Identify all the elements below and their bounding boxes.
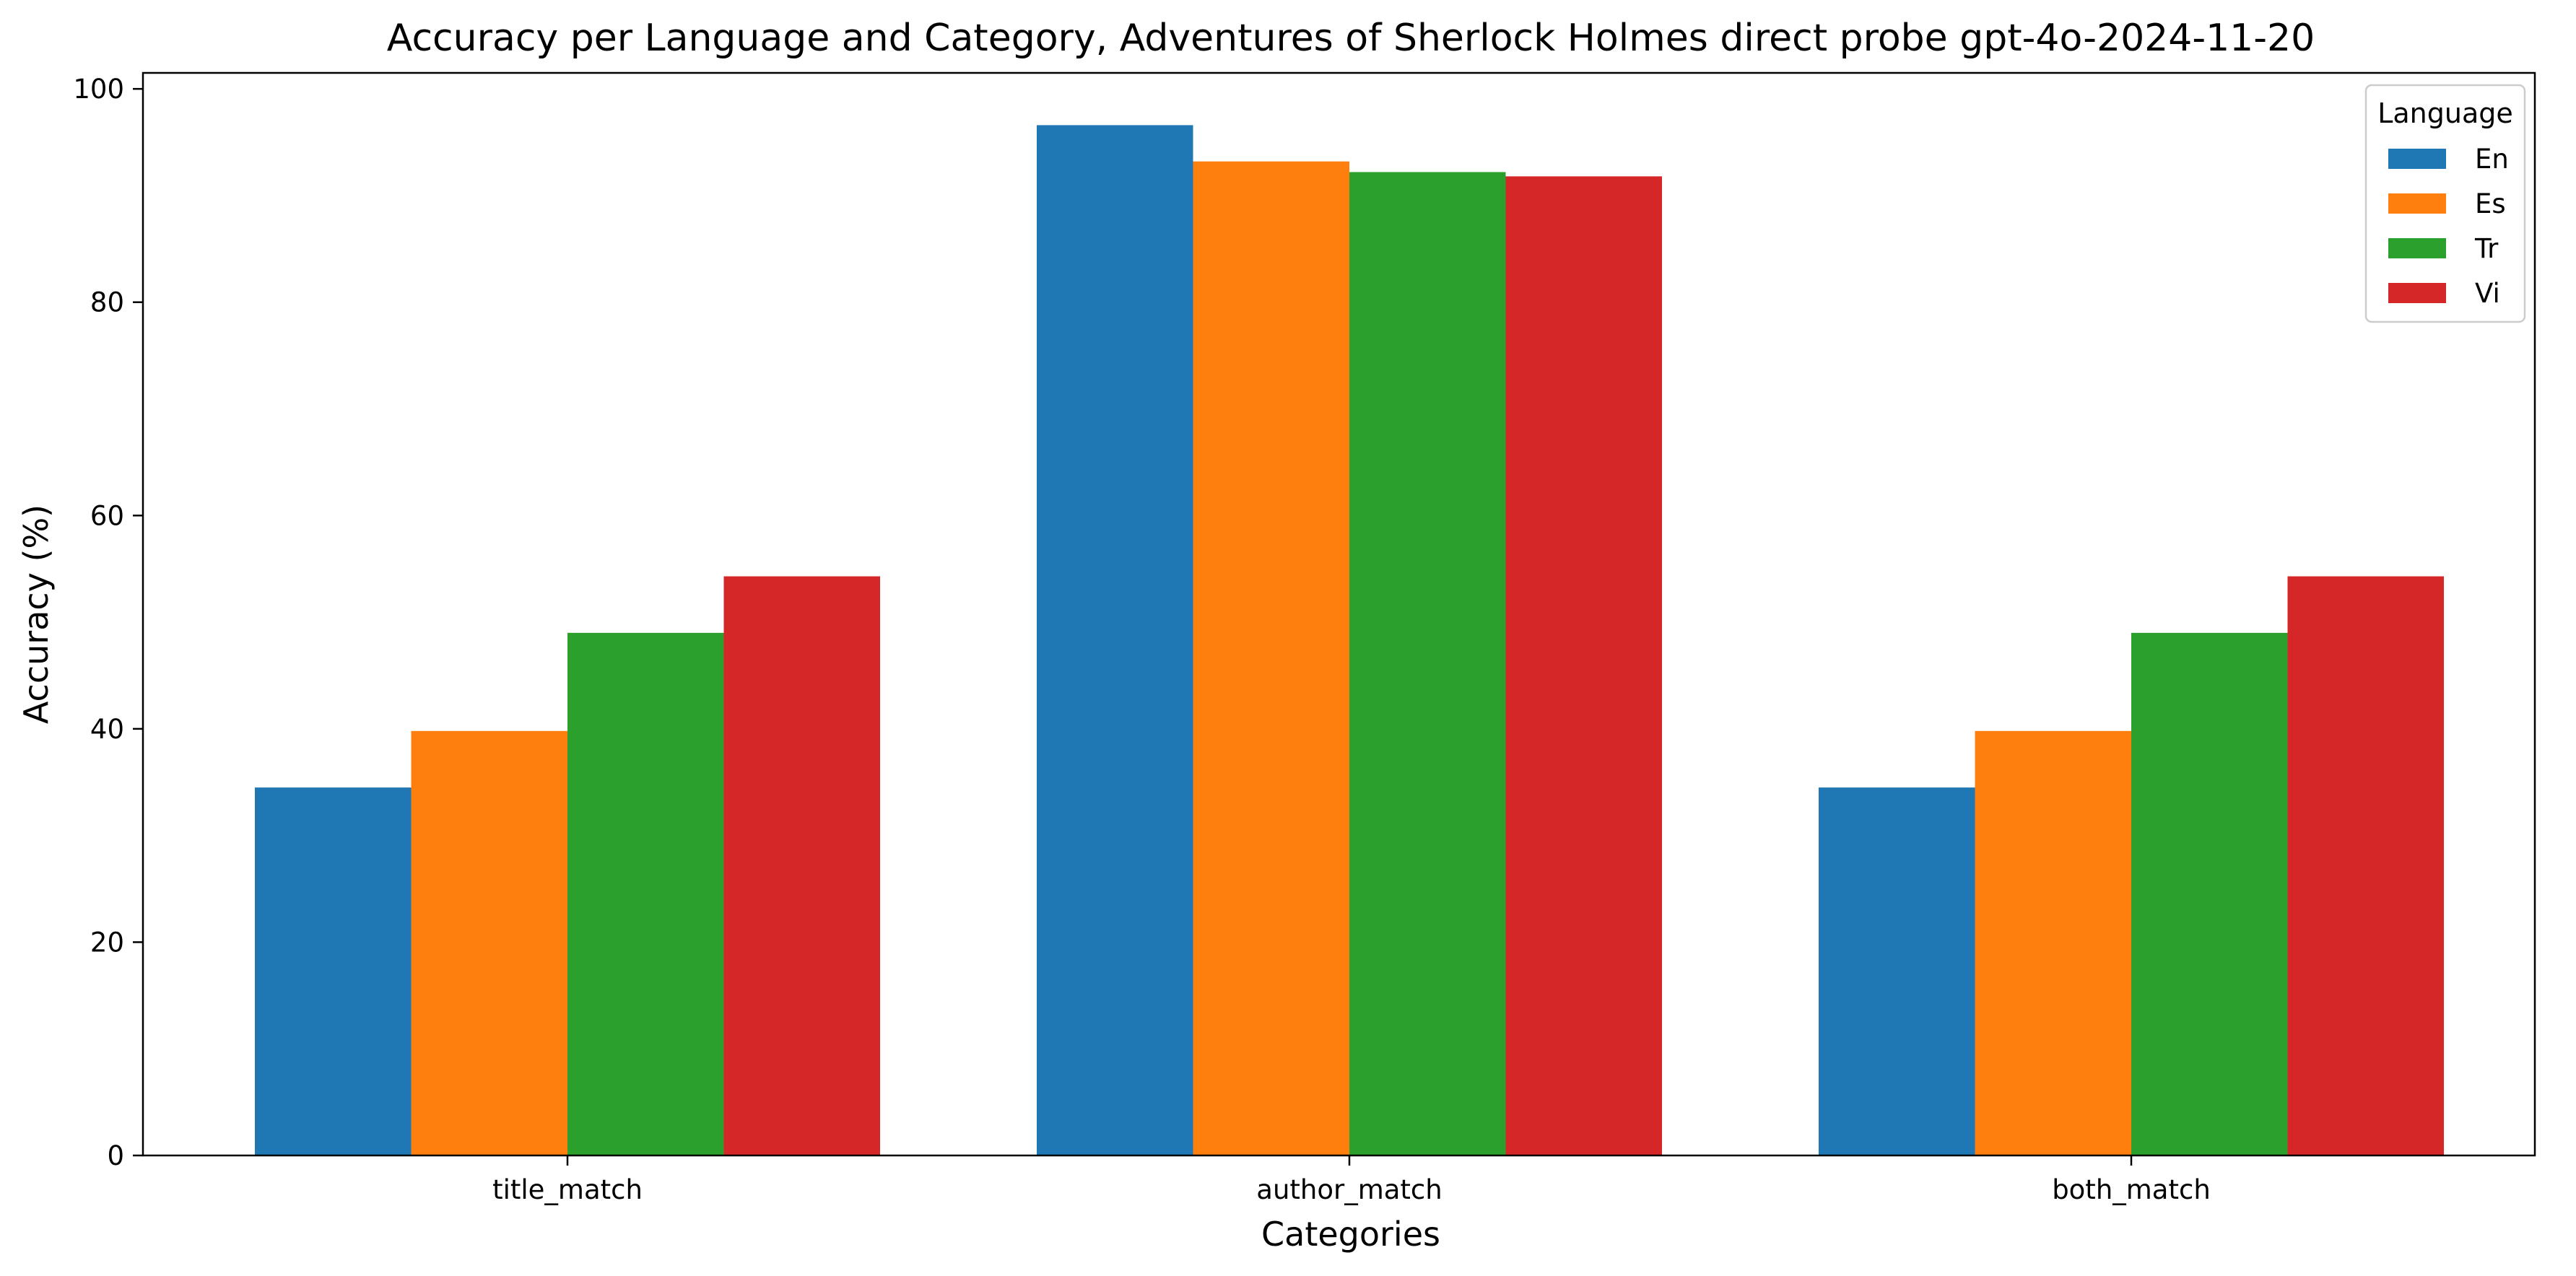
x-tick-label-both-match: both_match (2052, 1174, 2211, 1205)
bar-es-title-match (411, 730, 567, 1155)
legend-label-tr: Tr (2474, 233, 2499, 264)
legend-items: En Es Tr Vi (2388, 144, 2509, 309)
legend-label-vi: Vi (2475, 278, 2500, 309)
y-tick-label: 100 (73, 74, 124, 105)
y-tick-label: 0 (107, 1140, 124, 1171)
legend-title: Language (2377, 97, 2513, 129)
y-tick-label: 20 (90, 927, 124, 958)
bar-es-author-match (1193, 161, 1349, 1155)
legend-label-en: En (2475, 144, 2509, 175)
x-axis: title_match author_match both_match (492, 1155, 2211, 1205)
legend-label-es: Es (2475, 188, 2506, 219)
bar-en-both-match (1819, 787, 1975, 1155)
bar-en-title-match (255, 787, 412, 1155)
y-tick-label: 40 (90, 714, 124, 745)
legend-swatch-tr (2388, 238, 2446, 258)
bar-tr-author-match (1349, 172, 1506, 1155)
y-axis: 0 20 40 60 80 100 (73, 74, 143, 1171)
y-tick-label: 80 (90, 287, 124, 318)
x-tick-label-title-match: title_match (492, 1174, 643, 1205)
bars-group (255, 125, 2444, 1156)
legend: Language En Es Tr Vi (2364, 84, 2526, 323)
bar-es-both-match (1975, 730, 2131, 1155)
legend-swatch-en (2388, 149, 2446, 169)
x-tick-label-author-match: author_match (1256, 1174, 1442, 1205)
y-tick-label: 60 (90, 500, 124, 531)
legend-swatch-es (2388, 193, 2446, 214)
plot-frame (142, 71, 2536, 1157)
x-axis-label: Categories (1261, 1215, 1440, 1254)
legend-swatch-vi (2388, 283, 2446, 303)
y-axis-label: Accuracy (%) (17, 504, 56, 724)
bar-tr-both-match (2131, 632, 2288, 1155)
bar-vi-both-match (2287, 576, 2444, 1155)
chart-title: Accuracy per Language and Category, Adve… (387, 17, 2315, 60)
bar-vi-title-match (723, 576, 880, 1155)
bar-vi-author-match (1505, 176, 1662, 1156)
bar-tr-title-match (567, 632, 724, 1155)
bar-en-author-match (1037, 125, 1193, 1155)
